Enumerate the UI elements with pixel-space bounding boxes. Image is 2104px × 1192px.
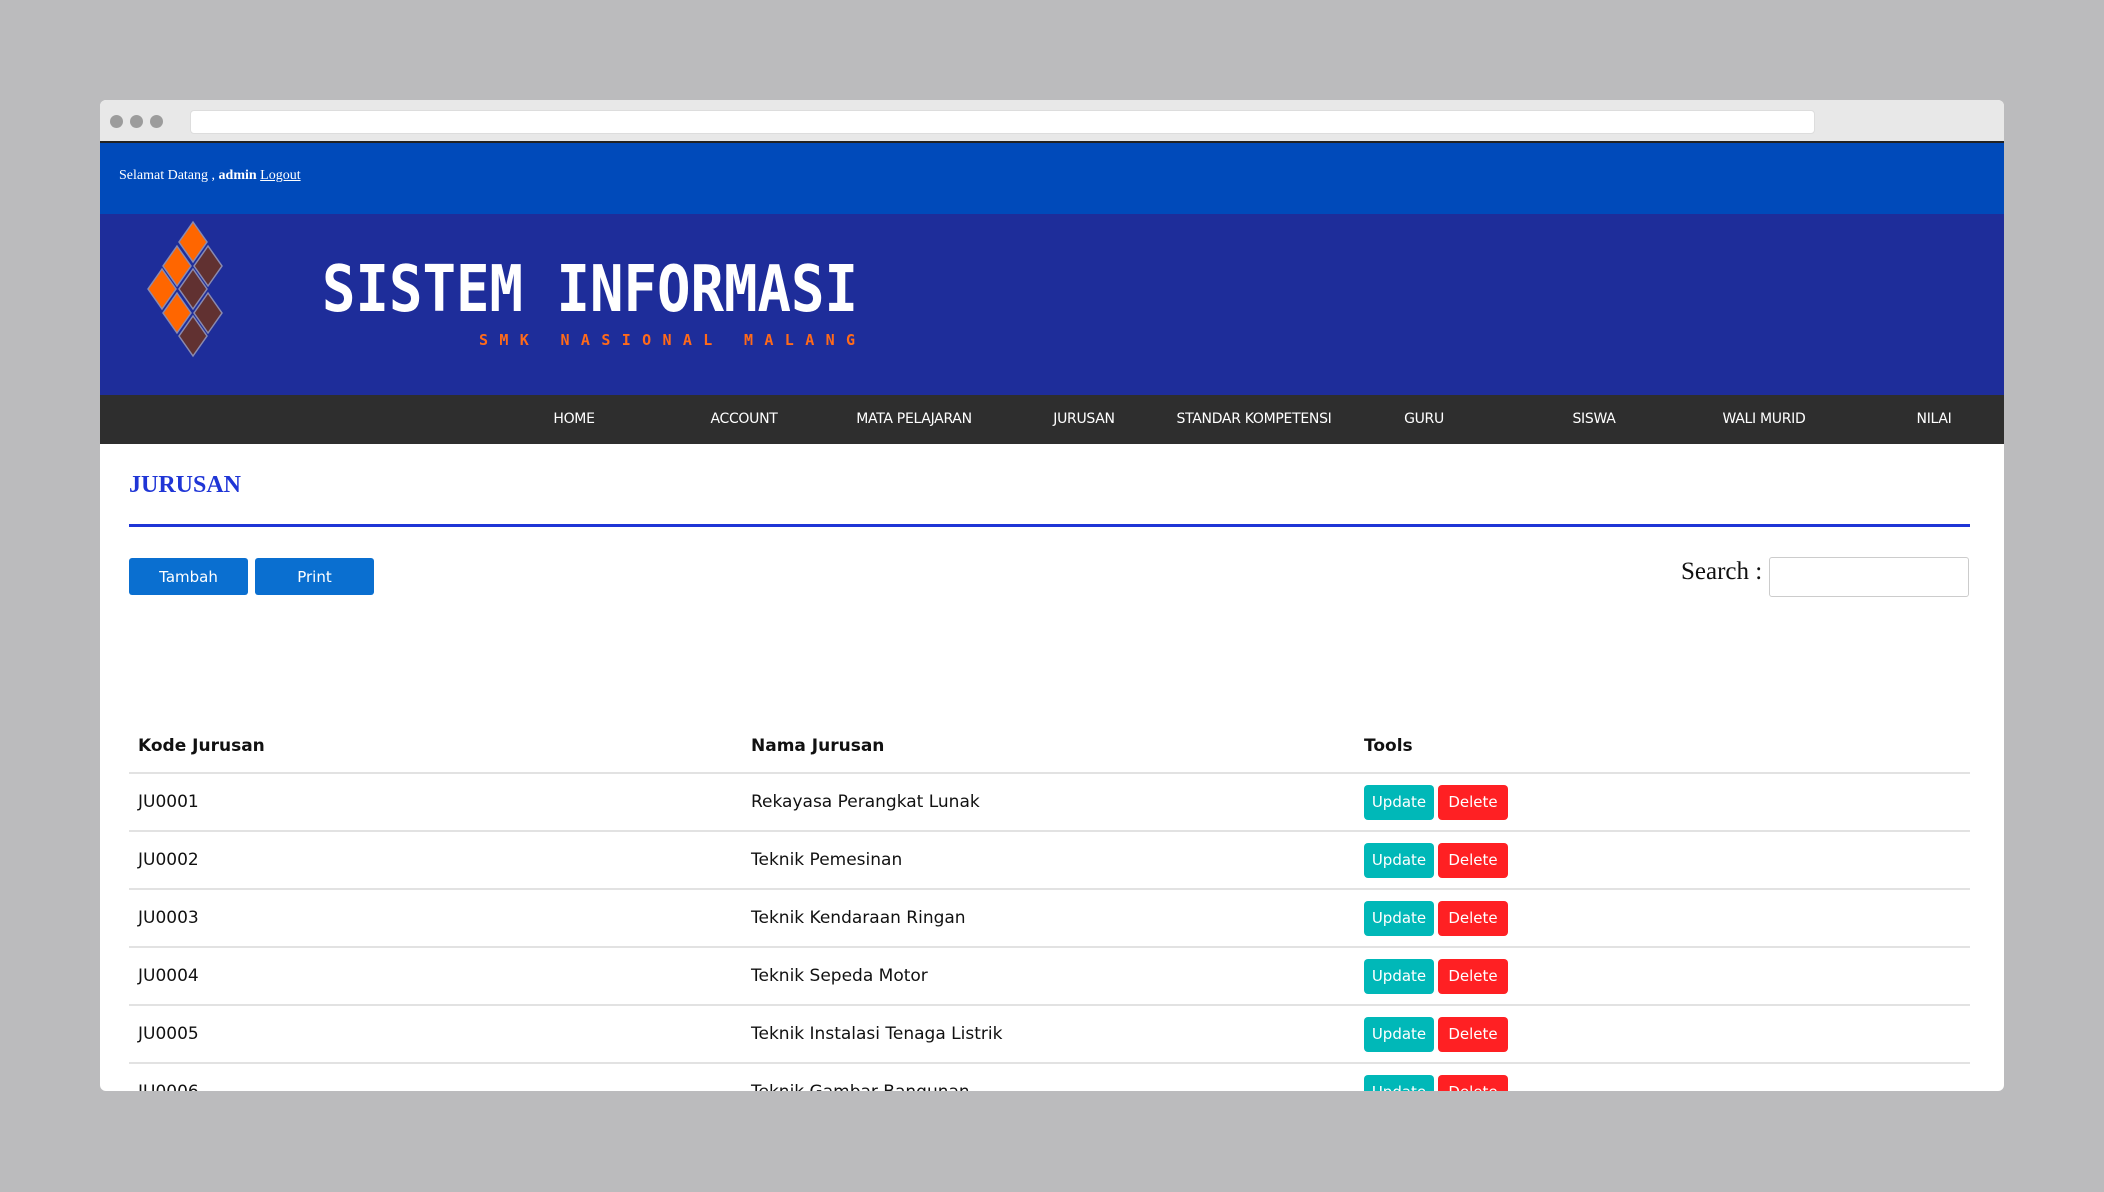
nama-cell: Rekayasa Perangkat Lunak bbox=[742, 773, 1355, 832]
kode-cell: JU0001 bbox=[129, 773, 742, 832]
nama-cell: Teknik Instalasi Tenaga Listrik bbox=[742, 1005, 1355, 1064]
window-maximize-dot[interactable] bbox=[150, 115, 163, 128]
table-header-row: Kode Jurusan Nama Jurusan Tools bbox=[129, 720, 1970, 774]
site-header: SISTEM INFORMASI SMK NASIONAL MALANG bbox=[100, 214, 2004, 395]
logo-diamond bbox=[178, 220, 208, 264]
header-tools: Tools bbox=[1355, 720, 1970, 774]
delete-button[interactable]: Delete bbox=[1438, 1016, 1508, 1052]
greeting-text: Selamat Datang , bbox=[119, 168, 219, 183]
table-row: JU0004 Teknik Sepeda Motor Update Delete bbox=[129, 947, 1970, 1006]
page-title: JURUSAN bbox=[129, 472, 242, 498]
logo-diamond bbox=[193, 244, 223, 288]
delete-button[interactable]: Delete bbox=[1438, 900, 1508, 936]
logo-diamond bbox=[193, 291, 223, 335]
username: admin bbox=[218, 168, 257, 183]
kode-cell: JU0002 bbox=[129, 831, 742, 890]
logo-diamond bbox=[162, 244, 192, 288]
kode-cell: JU0003 bbox=[129, 889, 742, 948]
search-input[interactable] bbox=[1769, 557, 1969, 597]
table-row: JU0003 Teknik Kendaraan Ringan Update Delet… bbox=[129, 889, 1970, 948]
nama-cell: Teknik Gambar Bangunan bbox=[742, 1063, 1355, 1091]
nama-cell: Teknik Pemesinan bbox=[742, 831, 1355, 890]
logout-link[interactable]: Logout bbox=[260, 168, 301, 183]
nav-item-wali-murid[interactable]: WALI MURID bbox=[1722, 411, 1806, 427]
header-nama: Nama Jurusan bbox=[742, 720, 1355, 774]
nav-item-account[interactable]: ACCOUNT bbox=[710, 411, 778, 427]
delete-button[interactable]: Delete bbox=[1438, 958, 1508, 994]
tambah-button[interactable]: Tambah bbox=[129, 558, 248, 595]
update-button[interactable]: Update bbox=[1364, 900, 1434, 936]
welcome-bar: Selamat Datang , admin Logout bbox=[100, 143, 2004, 214]
nav-item-mata-pelajaran[interactable]: MATA PELAJARAN bbox=[856, 411, 972, 427]
update-button[interactable]: Update bbox=[1364, 1074, 1434, 1091]
window-minimize-dot[interactable] bbox=[130, 115, 143, 128]
logo-diamond bbox=[147, 267, 177, 311]
logo-diamond bbox=[178, 314, 208, 358]
kode-cell: JU0004 bbox=[129, 947, 742, 1006]
table-row: JU0005 Teknik Instalasi Tenaga Listrik Upd… bbox=[129, 1005, 1970, 1064]
nama-cell: Teknik Kendaraan Ringan bbox=[742, 889, 1355, 948]
address-bar[interactable] bbox=[190, 110, 1815, 134]
nav-item-standar-kompetensi[interactable]: STANDAR KOMPETENSI bbox=[1176, 411, 1332, 427]
update-button[interactable]: Update bbox=[1364, 784, 1434, 820]
kode-cell: JU0005 bbox=[129, 1005, 742, 1064]
browser-titlebar bbox=[100, 100, 2004, 143]
browser-window: Selamat Datang , admin Logout SISTEM INF… bbox=[100, 100, 2004, 1091]
nav-item-guru[interactable]: GURU bbox=[1404, 411, 1444, 427]
logo-diamond bbox=[178, 267, 208, 311]
title-divider bbox=[129, 524, 1970, 527]
update-button[interactable]: Update bbox=[1364, 842, 1434, 878]
table-row: JU0006Teknik Gambar BangunanUpdateDelete bbox=[129, 1063, 1970, 1091]
logo-diamond bbox=[162, 291, 192, 335]
nav-item-jurusan[interactable]: JURUSAN bbox=[1053, 411, 1115, 427]
delete-button[interactable]: Delete bbox=[1438, 1074, 1508, 1091]
print-button[interactable]: Print bbox=[255, 558, 374, 595]
delete-button[interactable]: Delete bbox=[1438, 842, 1508, 878]
nav-item-siswa[interactable]: SISWA bbox=[1572, 411, 1616, 427]
delete-button[interactable]: Delete bbox=[1438, 784, 1508, 820]
logo-title: SISTEM INFORMASI bbox=[322, 253, 858, 327]
kode-cell: JU0006 bbox=[129, 1063, 742, 1091]
window-close-dot[interactable] bbox=[110, 115, 123, 128]
nama-cell: Teknik Sepeda Motor bbox=[742, 947, 1355, 1006]
logo: SISTEM INFORMASI SMK NASIONAL MALANG bbox=[147, 220, 858, 358]
nav-item-nilai[interactable]: NILAI bbox=[1916, 411, 1952, 427]
search-label: Search : bbox=[1681, 558, 1763, 585]
update-button[interactable]: Update bbox=[1364, 1016, 1434, 1052]
main-nav: HOME ACCOUNT MATA PELAJARAN JURUSAN STANDAR … bbox=[100, 395, 2004, 444]
header-kode: Kode Jurusan bbox=[129, 720, 742, 774]
table-row: JU0001 Rekayasa Perangkat Lunak Update Dele… bbox=[129, 773, 1970, 832]
nav-item-home[interactable]: HOME bbox=[553, 411, 595, 427]
jurusan-table: Kode Jurusan Nama Jurusan Tools JU0001 Re… bbox=[129, 720, 1970, 1091]
table-row: JU0002 Teknik Pemesinan Update Delete bbox=[129, 831, 1970, 890]
logo-subtitle: SMK NASIONAL MALANG bbox=[479, 331, 855, 349]
update-button[interactable]: Update bbox=[1364, 958, 1434, 994]
